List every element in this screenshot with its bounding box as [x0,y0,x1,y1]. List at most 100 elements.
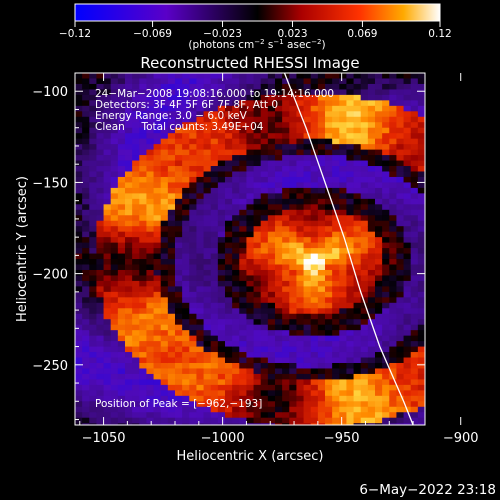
heatmap-cell [303,291,312,298]
heatmap-cell [367,231,376,238]
heatmap-cell [375,390,383,397]
heatmap-cell [146,100,154,107]
heatmap-cell [289,379,297,386]
heatmap-cell [275,94,283,101]
heatmap-cell [117,319,126,326]
heatmap-cell [82,138,90,145]
heatmap-cell [167,373,176,380]
heatmap-cell [189,280,197,287]
heatmap-cell [360,133,369,140]
heatmap-cell [96,330,104,337]
heatmap-cell [139,187,147,194]
heatmap-cell [303,133,312,140]
heatmap-cell [125,78,133,85]
heatmap-cell [382,209,390,216]
colorbar-tick-label: 0.12 [428,28,451,40]
heatmap-cell [246,275,254,282]
heatmap-cell [396,297,404,304]
heatmap-cell [267,122,276,129]
heatmap-cell [203,302,212,309]
heatmap-cell [375,116,383,123]
heatmap-cell [232,160,240,167]
heatmap-cell [267,335,276,342]
heatmap-cell [189,417,197,424]
heatmap-cell [382,286,390,293]
heatmap-cell [310,215,319,222]
heatmap-cell [117,105,126,112]
heatmap-cell [153,198,162,205]
heatmap-cell [353,166,362,172]
heatmap-cell [96,226,104,233]
heatmap-cell [96,149,104,156]
heatmap-cell [389,308,397,315]
heatmap-cell [303,319,312,326]
heatmap-cell [196,127,204,134]
heatmap-cell [339,242,347,249]
heatmap-cell [167,73,176,79]
heatmap-cell [175,319,183,326]
heatmap-cell [75,100,83,107]
heatmap-cell [353,417,362,424]
heatmap-cell [96,89,104,96]
heatmap-cell [267,302,276,309]
heatmap-cell [89,269,97,276]
heatmap-cell [410,313,419,320]
heatmap-cell [117,111,126,118]
heatmap-cell [317,269,326,276]
heatmap-cell [310,406,319,413]
heatmap-cell [346,417,354,424]
heatmap-cell [146,78,154,85]
heatmap-cell [396,248,404,254]
heatmap-cell [153,406,162,413]
heatmap-cell [417,390,425,397]
heatmap-cell [360,384,369,391]
heatmap-cell [239,259,247,265]
heatmap-cell [117,193,126,200]
heatmap-cell [410,319,419,326]
heatmap-cell [225,166,233,172]
heatmap-cell [210,297,219,304]
heatmap-cell [353,324,362,331]
heatmap-cell [360,204,369,211]
heatmap-cell [375,73,383,79]
heatmap-cell [210,78,219,85]
heatmap-cell [82,105,90,112]
heatmap-cell [375,417,383,424]
heatmap-cell [346,379,354,386]
heatmap-cell [96,346,104,353]
heatmap-cell [89,155,97,161]
heatmap-cell [346,357,354,364]
heatmap-cell [410,182,419,189]
heatmap-cell [332,166,340,172]
heatmap-cell [132,122,140,129]
heatmap-cell [167,160,176,167]
heatmap-cell [103,269,112,276]
heatmap-cell [175,412,183,419]
heatmap-cell [332,242,340,249]
heatmap-cell [325,395,333,402]
heatmap-cell [260,390,269,397]
heatmap-cell [232,133,240,140]
heatmap-cell [382,330,390,337]
heatmap-cell [225,286,233,293]
heatmap-cell [353,286,362,293]
heatmap-cell [360,237,369,244]
heatmap-cell [260,176,269,183]
heatmap-cell [125,368,133,375]
heatmap-cell [389,417,397,424]
heatmap-cell [246,237,254,244]
heatmap-cell [167,133,176,140]
heatmap-cell [289,198,297,205]
heatmap-cell [253,78,262,85]
heatmap-cell [225,412,233,419]
heatmap-cell [310,308,319,315]
heatmap-cell [232,280,240,287]
heatmap-cell [296,259,304,265]
heatmap-cell [410,291,419,298]
heatmap-cell [389,182,397,189]
heatmap-cell [382,406,390,413]
heatmap-cell [75,401,83,408]
heatmap-cell [367,138,376,145]
heatmap-cell [275,100,283,107]
heatmap-cell [353,176,362,183]
